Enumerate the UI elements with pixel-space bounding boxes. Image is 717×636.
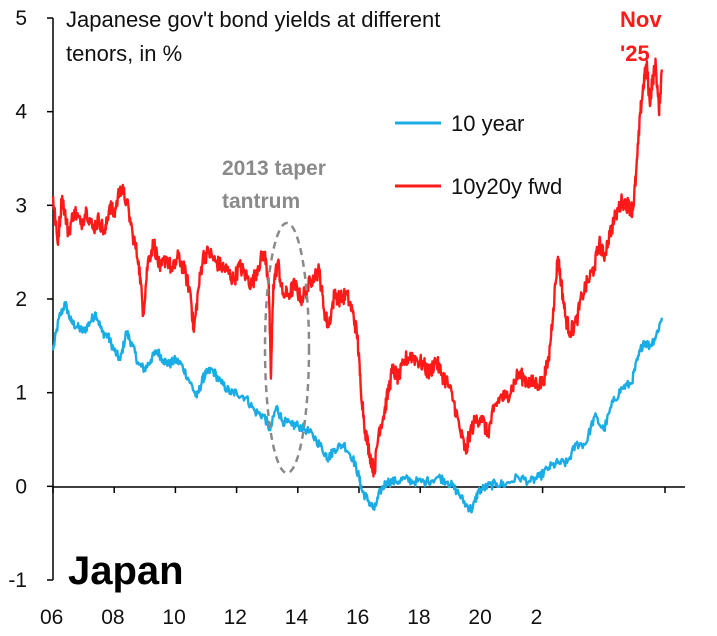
x-tick-label: 10 xyxy=(162,606,185,629)
legend: 10 year 10y20y fwd xyxy=(395,111,562,199)
axes-layer xyxy=(52,18,685,580)
legend-label-10y20y-fwd: 10y20y fwd xyxy=(451,174,562,199)
y-tick-label: 3 xyxy=(15,194,27,217)
x-tick-label: 20 xyxy=(468,606,491,629)
series-line-10-year xyxy=(51,300,664,514)
x-ticks-layer: 06 08 10 12 14 16 18 20 2 xyxy=(40,487,666,629)
y-tick-label: 1 xyxy=(15,382,27,405)
nov-25-annotation-line2: '25 xyxy=(620,41,650,66)
y-tick-label: -1 xyxy=(8,569,27,592)
country-label: Japan xyxy=(68,549,184,593)
x-tick-label: 14 xyxy=(285,606,309,629)
y-ticks-layer: 5 4 3 2 1 0 -1 xyxy=(8,7,53,592)
legend-label-10-year: 10 year xyxy=(451,111,524,136)
x-tick-label: 08 xyxy=(101,606,124,629)
y-tick-label: 0 xyxy=(15,475,27,498)
chart-title-line2: tenors, in % xyxy=(66,41,182,66)
x-tick-label: 2 xyxy=(531,606,543,629)
chart-title-line1: Japanese gov't bond yields at different xyxy=(66,7,440,32)
y-tick-label: 2 xyxy=(15,288,27,311)
taper-tantrum-label-line1: 2013 taper xyxy=(222,157,326,180)
taper-tantrum-ellipse xyxy=(263,221,311,475)
x-tick-label: 06 xyxy=(40,606,63,629)
x-tick-label: 12 xyxy=(224,606,247,629)
y-tick-label: 5 xyxy=(15,7,27,30)
y-tick-label: 4 xyxy=(15,101,27,124)
series-line-10y20y-fwd xyxy=(51,57,664,478)
x-tick-label: 16 xyxy=(346,606,369,629)
series-layer xyxy=(51,57,664,514)
taper-tantrum-label-line2: tantrum xyxy=(222,190,300,213)
nov-25-annotation-line1: Nov xyxy=(620,7,662,32)
x-tick-label: 18 xyxy=(407,606,430,629)
